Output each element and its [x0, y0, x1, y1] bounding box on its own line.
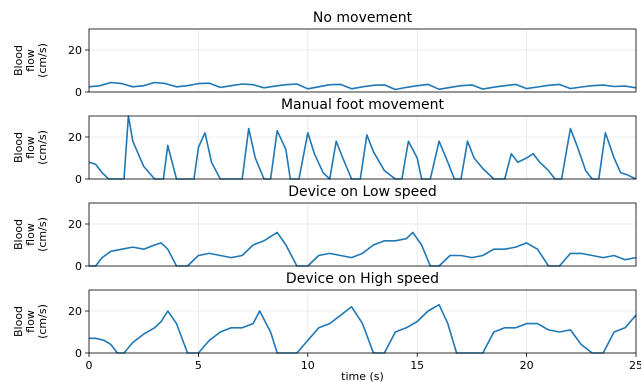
y-tick-label: 0 — [75, 86, 82, 99]
series-line — [88, 115, 637, 180]
panel-title: Manual foot movement — [281, 97, 445, 113]
plot-frame — [88, 289, 637, 354]
y-axis-label: flow — [24, 136, 37, 159]
y-axis-label: (cm/s) — [36, 217, 49, 252]
panel-title: Device on High speed — [286, 271, 439, 287]
y-axis-label: Blood — [12, 219, 25, 250]
panel-title: No movement — [313, 10, 413, 26]
y-tick-label: 20 — [68, 218, 82, 231]
y-axis-label: flow — [24, 223, 37, 246]
plot-frame — [88, 28, 637, 93]
y-axis-label: (cm/s) — [36, 304, 49, 339]
y-axis-label: (cm/s) — [36, 130, 49, 165]
y-tick-label: 0 — [75, 347, 82, 360]
series-line — [89, 231, 637, 267]
series-line — [89, 303, 637, 354]
y-tick-label: 20 — [68, 131, 82, 144]
x-axis-label: time (s) — [341, 370, 384, 382]
y-tick-label: 0 — [75, 260, 82, 273]
y-tick-label: 20 — [68, 305, 82, 318]
plot-frame — [88, 115, 637, 180]
y-tick-label: 20 — [68, 44, 82, 57]
x-tick-label: 0 — [86, 359, 93, 372]
y-axis-label: Blood — [12, 132, 25, 163]
plot-frame — [88, 202, 637, 267]
series-line — [88, 81, 637, 91]
y-axis-label: flow — [24, 310, 37, 333]
x-tick-label: 25 — [629, 359, 641, 372]
x-tick-label: 10 — [301, 359, 315, 372]
x-tick-label: 5 — [195, 359, 202, 372]
y-axis-label: Blood — [12, 45, 25, 76]
x-tick-label: 20 — [520, 359, 534, 372]
y-axis-label: flow — [24, 49, 37, 72]
x-tick-label: 15 — [410, 359, 424, 372]
y-tick-label: 0 — [75, 173, 82, 186]
y-axis-label: Blood — [12, 306, 25, 337]
panel-title: Device on Low speed — [288, 184, 437, 200]
y-axis-label: (cm/s) — [36, 43, 49, 78]
